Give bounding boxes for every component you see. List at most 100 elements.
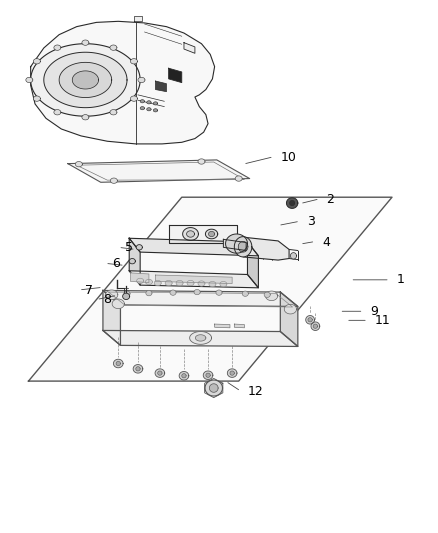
Polygon shape: [286, 198, 298, 208]
Polygon shape: [113, 359, 123, 368]
Polygon shape: [54, 110, 61, 115]
Polygon shape: [154, 280, 161, 286]
Polygon shape: [158, 371, 162, 375]
Polygon shape: [284, 304, 297, 314]
Polygon shape: [131, 273, 149, 282]
Polygon shape: [182, 374, 186, 378]
Text: 11: 11: [374, 314, 390, 327]
Polygon shape: [133, 365, 143, 373]
Polygon shape: [265, 291, 278, 301]
Polygon shape: [72, 71, 99, 89]
Polygon shape: [209, 281, 216, 287]
Polygon shape: [103, 290, 120, 345]
Polygon shape: [129, 259, 135, 264]
Polygon shape: [112, 299, 124, 309]
Polygon shape: [215, 324, 230, 328]
Polygon shape: [31, 21, 215, 144]
Polygon shape: [247, 242, 258, 288]
Polygon shape: [313, 324, 318, 328]
Polygon shape: [227, 369, 237, 377]
Polygon shape: [264, 292, 270, 297]
Polygon shape: [137, 278, 144, 284]
Polygon shape: [190, 332, 212, 344]
Polygon shape: [82, 40, 89, 45]
Polygon shape: [205, 229, 218, 239]
Polygon shape: [238, 241, 248, 252]
Text: 5: 5: [125, 241, 133, 254]
Polygon shape: [187, 280, 194, 286]
Polygon shape: [209, 384, 218, 392]
Polygon shape: [216, 290, 222, 295]
Polygon shape: [184, 43, 195, 53]
Polygon shape: [106, 290, 118, 300]
Polygon shape: [147, 101, 151, 104]
Polygon shape: [59, 62, 112, 98]
Polygon shape: [155, 81, 166, 92]
Polygon shape: [226, 234, 247, 253]
Text: 6: 6: [112, 257, 120, 270]
Polygon shape: [44, 52, 127, 108]
Polygon shape: [223, 239, 246, 251]
Polygon shape: [129, 271, 258, 288]
Polygon shape: [205, 380, 223, 396]
Polygon shape: [82, 115, 89, 120]
Polygon shape: [290, 200, 295, 206]
Polygon shape: [123, 293, 130, 300]
Polygon shape: [206, 373, 210, 377]
Polygon shape: [28, 197, 392, 381]
Text: 10: 10: [280, 151, 296, 164]
Polygon shape: [110, 110, 117, 115]
Text: 9: 9: [370, 305, 378, 318]
Polygon shape: [203, 371, 213, 379]
Polygon shape: [280, 292, 298, 346]
Text: 12: 12: [247, 385, 263, 398]
Polygon shape: [155, 369, 165, 377]
Polygon shape: [243, 237, 289, 260]
Polygon shape: [129, 238, 258, 256]
Polygon shape: [134, 16, 142, 21]
Polygon shape: [138, 77, 145, 83]
Polygon shape: [131, 59, 138, 64]
Polygon shape: [116, 361, 120, 366]
Polygon shape: [129, 238, 140, 285]
Polygon shape: [234, 237, 252, 257]
Text: 1: 1: [396, 273, 404, 286]
Polygon shape: [194, 289, 200, 295]
Text: 2: 2: [326, 193, 334, 206]
Polygon shape: [147, 108, 151, 111]
Polygon shape: [198, 159, 205, 164]
Polygon shape: [103, 330, 298, 346]
Polygon shape: [220, 281, 227, 287]
Polygon shape: [146, 290, 152, 296]
Polygon shape: [68, 160, 250, 182]
Polygon shape: [183, 228, 198, 240]
Polygon shape: [153, 102, 158, 105]
Polygon shape: [234, 324, 244, 328]
Polygon shape: [110, 45, 117, 50]
Polygon shape: [290, 253, 297, 259]
Polygon shape: [230, 371, 234, 375]
Polygon shape: [306, 316, 314, 324]
Polygon shape: [31, 44, 140, 116]
Polygon shape: [33, 59, 40, 64]
Polygon shape: [136, 245, 142, 250]
Polygon shape: [308, 318, 312, 322]
Polygon shape: [140, 107, 145, 110]
Polygon shape: [103, 290, 298, 306]
Text: 7: 7: [85, 284, 93, 297]
Polygon shape: [311, 322, 320, 330]
Polygon shape: [170, 290, 176, 295]
Polygon shape: [179, 372, 189, 380]
Polygon shape: [235, 176, 242, 181]
Polygon shape: [110, 178, 117, 183]
Polygon shape: [124, 291, 130, 296]
Polygon shape: [33, 96, 40, 101]
Polygon shape: [54, 45, 61, 50]
Polygon shape: [145, 279, 152, 285]
Polygon shape: [155, 275, 232, 284]
Polygon shape: [198, 281, 205, 286]
Polygon shape: [153, 109, 158, 112]
Polygon shape: [140, 100, 145, 103]
Text: 3: 3: [307, 215, 314, 228]
Polygon shape: [176, 280, 183, 286]
